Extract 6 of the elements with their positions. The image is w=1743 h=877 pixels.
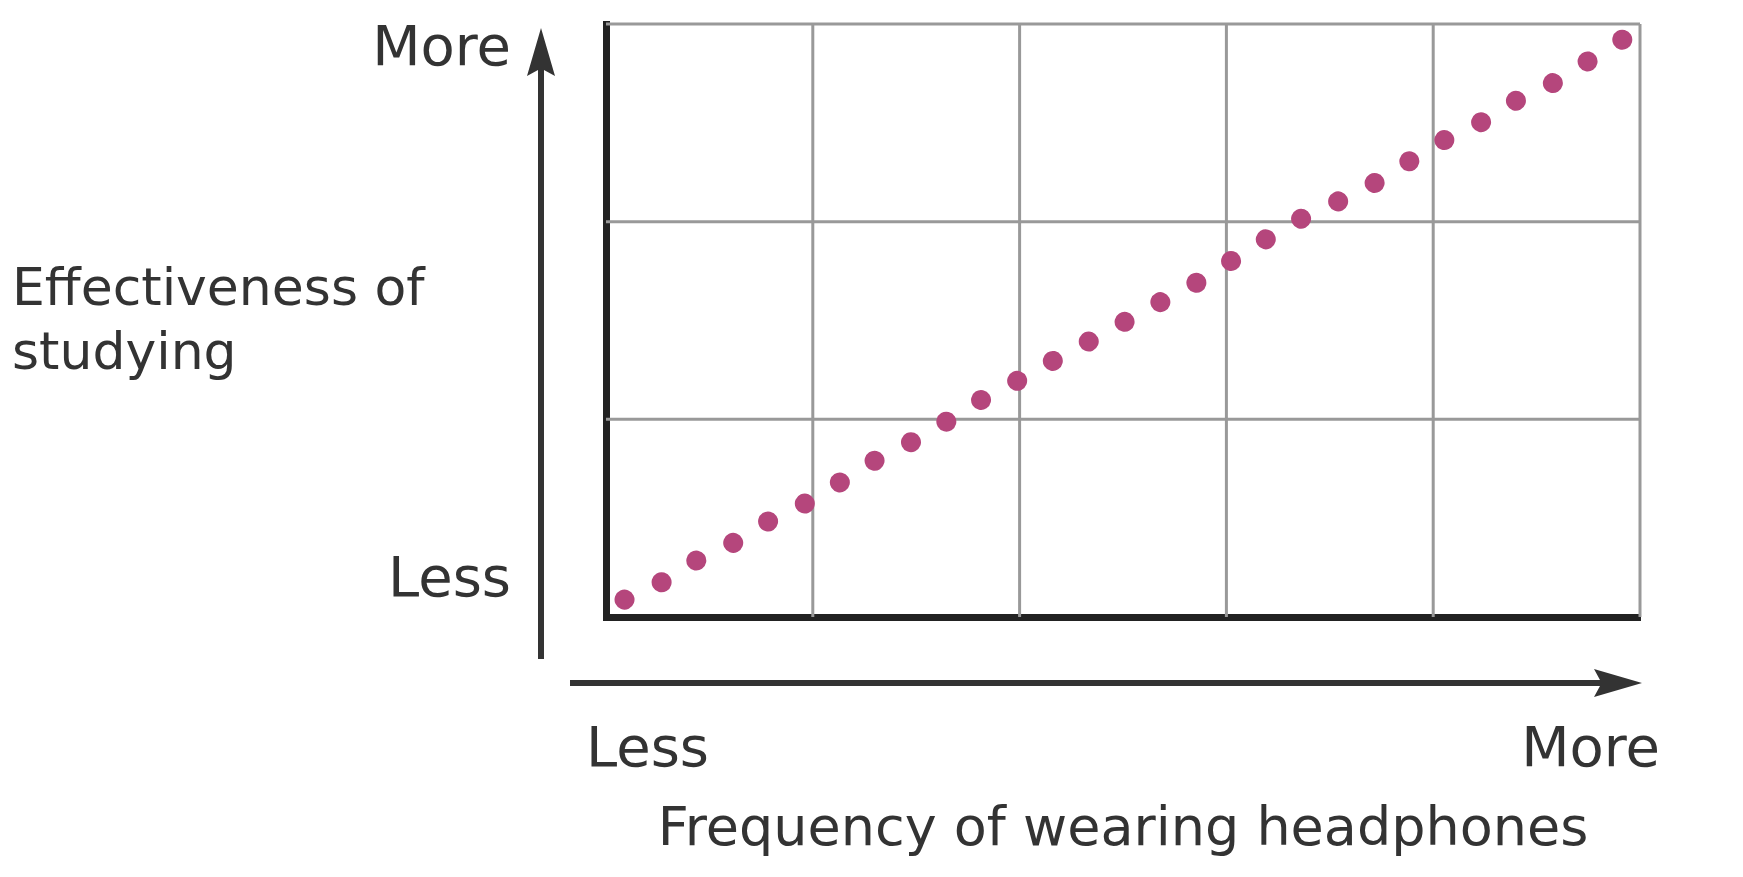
text: Less: [586, 714, 710, 779]
text: Less: [387, 544, 511, 609]
x-axis-title: Frequency of wearing headphones: [657, 794, 1589, 858]
text: More: [372, 13, 511, 78]
y-axis-title: Effectiveness of studying: [12, 256, 427, 383]
text: More: [1521, 714, 1660, 779]
